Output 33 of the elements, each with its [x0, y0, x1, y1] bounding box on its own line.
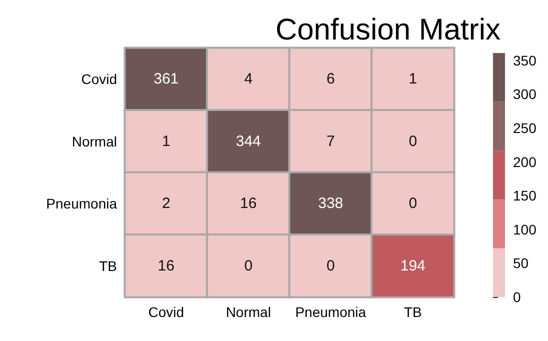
y-tick-label: Normal — [72, 133, 117, 150]
data-label: 0 — [244, 257, 253, 274]
data-label: 4 — [244, 70, 253, 88]
color-bar-label: 300 — [513, 86, 537, 102]
data-label: 194 — [400, 257, 426, 274]
color-bar-label: 50 — [513, 255, 529, 272]
data-label: 0 — [408, 195, 418, 212]
data-label: 6 — [326, 70, 335, 88]
data-label: 344 — [236, 132, 261, 150]
data-label: 1 — [408, 70, 418, 88]
color-bar-label: 200 — [513, 154, 537, 170]
data-label: 7 — [326, 132, 335, 150]
x-tick-label: Normal — [226, 304, 271, 320]
data-label: 0 — [408, 132, 418, 150]
y-tick-label: Covid — [81, 71, 117, 88]
y-tick-label: TB — [99, 258, 117, 274]
y-tick-label: Pneumonia — [46, 196, 118, 212]
data-label: 361 — [154, 70, 179, 88]
data-label: 16 — [240, 195, 257, 212]
color-bar-label: 250 — [513, 120, 537, 136]
data-label: 338 — [318, 195, 344, 212]
x-tick-label: Covid — [148, 304, 184, 320]
color-bar-label: 0 — [513, 289, 521, 305]
data-label: 16 — [158, 257, 174, 274]
data-label: 2 — [162, 195, 170, 212]
color-bar-label: 100 — [513, 221, 537, 238]
data-label: 0 — [326, 257, 335, 274]
x-tick-label: TB — [404, 304, 422, 320]
color-bar-label: 150 — [513, 188, 537, 204]
data-label: 1 — [162, 132, 170, 150]
chart-title: Confusion Matrix — [275, 14, 501, 46]
x-tick-label: Pneumonia — [295, 304, 366, 320]
color-bar-label: 350 — [513, 52, 537, 68]
